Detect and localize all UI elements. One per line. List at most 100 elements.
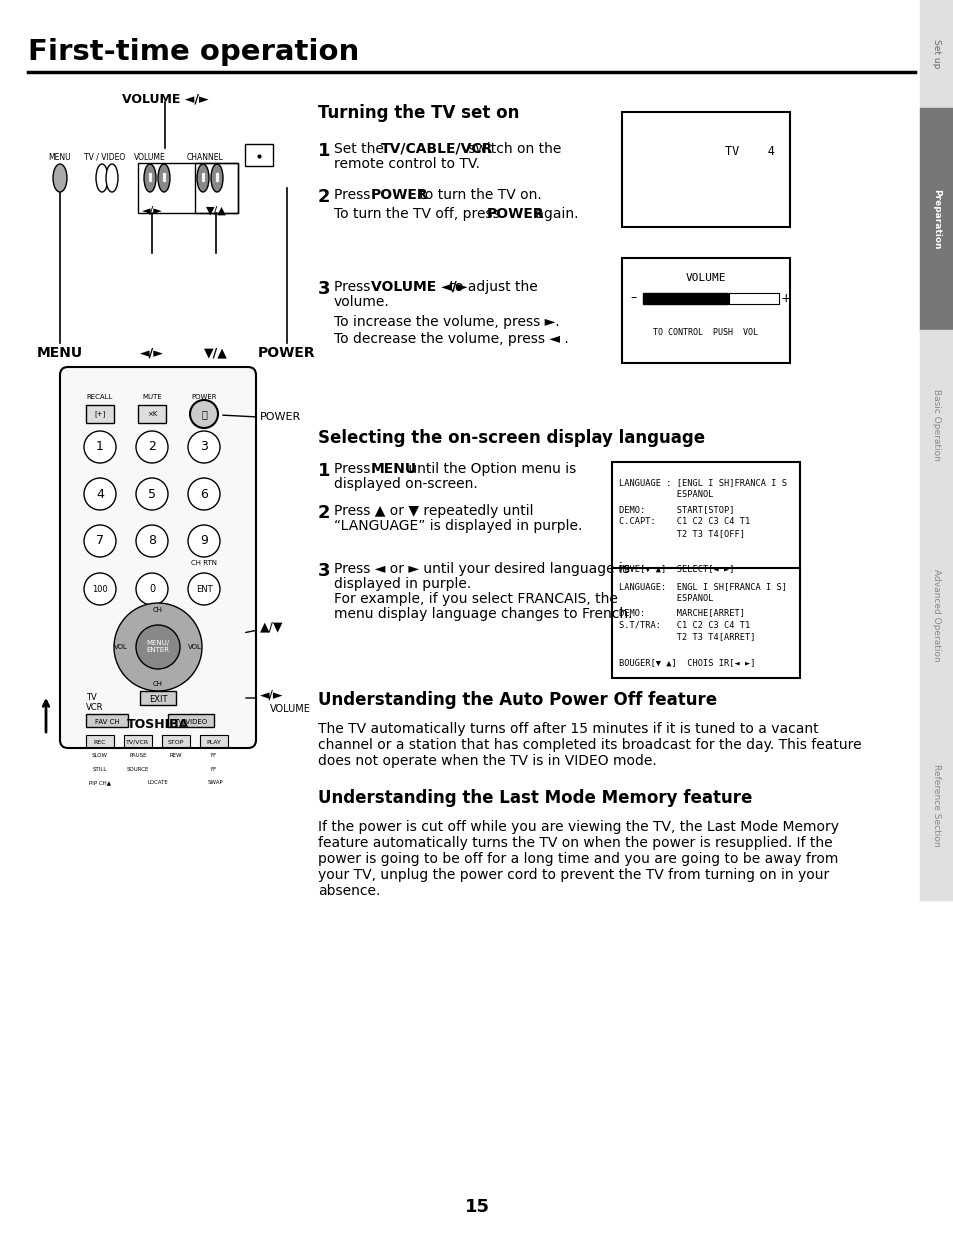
Text: Reference Section: Reference Section bbox=[931, 763, 941, 846]
Text: LANGUAGE:  ENGL I SH[FRANCA I S]: LANGUAGE: ENGL I SH[FRANCA I S] bbox=[618, 582, 786, 592]
Text: feature automatically turns the TV on when the power is resupplied. If the: feature automatically turns the TV on wh… bbox=[317, 836, 832, 850]
Text: 3: 3 bbox=[317, 562, 330, 580]
Text: C.CAPT:    C1 C2 C3 C4 T1: C.CAPT: C1 C2 C3 C4 T1 bbox=[618, 517, 749, 526]
Text: to turn the TV on.: to turn the TV on. bbox=[415, 188, 541, 203]
Text: VOL: VOL bbox=[188, 643, 202, 650]
Text: Set the: Set the bbox=[334, 142, 388, 156]
Text: 6: 6 bbox=[200, 488, 208, 500]
Text: ×K: ×K bbox=[147, 411, 157, 417]
Text: Press ◄ or ► until your desired language is: Press ◄ or ► until your desired language… bbox=[334, 562, 629, 576]
Text: power is going to be off for a long time and you are going to be away from: power is going to be off for a long time… bbox=[317, 852, 838, 866]
Text: S.T/TRA:   C1 C2 C3 C4 T1: S.T/TRA: C1 C2 C3 C4 T1 bbox=[618, 620, 749, 629]
Text: PLAY: PLAY bbox=[207, 740, 221, 745]
Text: BOUGER[▼ ▲]  CHOIS IR[◄ ►]: BOUGER[▼ ▲] CHOIS IR[◄ ►] bbox=[618, 658, 755, 667]
Text: 4: 4 bbox=[96, 488, 104, 500]
Text: 7: 7 bbox=[96, 535, 104, 547]
Text: If the power is cut off while you are viewing the TV, the Last Mode Memory: If the power is cut off while you are vi… bbox=[317, 820, 838, 834]
Text: FF: FF bbox=[211, 767, 217, 772]
Text: POWER: POWER bbox=[191, 394, 216, 400]
Text: absence.: absence. bbox=[317, 884, 380, 898]
Text: VOL: VOL bbox=[114, 643, 128, 650]
Text: TV / VIDEO: TV / VIDEO bbox=[84, 153, 126, 162]
Text: CH: CH bbox=[152, 606, 163, 613]
Text: remote control to TV.: remote control to TV. bbox=[334, 157, 479, 170]
Text: 1: 1 bbox=[317, 142, 330, 161]
Text: does not operate when the TV is in VIDEO mode.: does not operate when the TV is in VIDEO… bbox=[317, 755, 656, 768]
Text: 1: 1 bbox=[96, 441, 104, 453]
Text: again.: again. bbox=[531, 207, 578, 221]
Bar bbox=[124, 735, 152, 747]
Text: ◄/►: ◄/► bbox=[141, 206, 162, 216]
Text: ▼/▲: ▼/▲ bbox=[206, 206, 226, 216]
Circle shape bbox=[84, 525, 116, 557]
Bar bbox=[642, 293, 727, 304]
Text: T2 T3 T4[OFF]: T2 T3 T4[OFF] bbox=[618, 529, 744, 538]
Text: DEMO:      START[STOP]: DEMO: START[STOP] bbox=[618, 505, 734, 514]
Text: 9: 9 bbox=[200, 535, 208, 547]
Text: Press: Press bbox=[334, 462, 375, 475]
Text: until the Option menu is: until the Option menu is bbox=[403, 462, 576, 475]
Circle shape bbox=[136, 431, 168, 463]
Bar bbox=[162, 735, 190, 747]
Text: The TV automatically turns off after 15 minutes if it is tuned to a vacant: The TV automatically turns off after 15 … bbox=[317, 722, 818, 736]
Text: Understanding the Last Mode Memory feature: Understanding the Last Mode Memory featu… bbox=[317, 789, 752, 806]
Text: ◄/►: ◄/► bbox=[140, 346, 164, 359]
Text: POWER: POWER bbox=[260, 412, 301, 422]
Text: Press: Press bbox=[334, 280, 375, 294]
Ellipse shape bbox=[158, 164, 170, 191]
Text: 100: 100 bbox=[92, 584, 108, 594]
Text: to adjust the: to adjust the bbox=[444, 280, 537, 294]
Text: ▼/▲: ▼/▲ bbox=[204, 346, 228, 359]
Bar bbox=[168, 714, 213, 727]
Text: menu display language changes to French.: menu display language changes to French. bbox=[334, 606, 632, 621]
Text: EXIT: EXIT bbox=[149, 694, 167, 704]
Text: To decrease the volume, press ◄ .: To decrease the volume, press ◄ . bbox=[334, 332, 568, 346]
Text: RECALL: RECALL bbox=[87, 394, 113, 400]
Text: CH RTN: CH RTN bbox=[191, 559, 216, 566]
Bar bbox=[200, 735, 228, 747]
Circle shape bbox=[136, 625, 180, 669]
Ellipse shape bbox=[211, 164, 223, 191]
Text: Basic Operation: Basic Operation bbox=[931, 389, 941, 461]
Text: MENU: MENU bbox=[37, 346, 83, 359]
Text: TV/VCR: TV/VCR bbox=[127, 740, 150, 745]
Text: ESPANOL: ESPANOL bbox=[618, 594, 713, 603]
Circle shape bbox=[188, 525, 220, 557]
Text: displayed in purple.: displayed in purple. bbox=[334, 577, 471, 592]
Text: PAUSE: PAUSE bbox=[129, 753, 147, 758]
Text: STILL: STILL bbox=[92, 767, 107, 772]
Text: TV: TV bbox=[86, 693, 96, 701]
Ellipse shape bbox=[53, 164, 67, 191]
Text: Press ▲ or ▼ repeatedly until: Press ▲ or ▼ repeatedly until bbox=[334, 504, 533, 517]
Text: VOLUME: VOLUME bbox=[685, 273, 725, 283]
Text: FAV CH: FAV CH bbox=[94, 719, 119, 725]
Text: 2: 2 bbox=[148, 441, 155, 453]
Text: REW: REW bbox=[170, 753, 182, 758]
Text: MENU: MENU bbox=[49, 153, 71, 162]
Text: 1: 1 bbox=[317, 462, 330, 480]
Text: SLOW: SLOW bbox=[91, 753, 108, 758]
Text: DEMO:      MARCHE[ARRET]: DEMO: MARCHE[ARRET] bbox=[618, 608, 744, 618]
Text: your TV, unplug the power cord to prevent the TV from turning on in your: your TV, unplug the power cord to preven… bbox=[317, 868, 828, 882]
Bar bbox=[612, 462, 800, 600]
Text: +: + bbox=[781, 291, 791, 305]
Text: PIP CH▲: PIP CH▲ bbox=[89, 781, 111, 785]
Text: Press: Press bbox=[334, 188, 375, 203]
Bar bbox=[86, 714, 128, 727]
Bar bbox=[919, 520, 953, 710]
Text: ⓨ: ⓨ bbox=[201, 409, 207, 419]
Text: ESPANOL: ESPANOL bbox=[618, 490, 713, 499]
Bar bbox=[621, 258, 789, 363]
Text: [+]: [+] bbox=[94, 410, 106, 417]
Circle shape bbox=[84, 573, 116, 605]
Bar bbox=[728, 293, 779, 304]
Circle shape bbox=[188, 573, 220, 605]
Text: VOLUME ◄/►: VOLUME ◄/► bbox=[371, 280, 467, 294]
Text: POWER: POWER bbox=[258, 346, 315, 359]
Circle shape bbox=[190, 400, 218, 429]
Text: Set up: Set up bbox=[931, 40, 941, 69]
Bar bbox=[140, 692, 175, 705]
Text: LANGUAGE : [ENGL I SH]FRANCA I S: LANGUAGE : [ENGL I SH]FRANCA I S bbox=[618, 478, 786, 487]
Bar bbox=[86, 735, 113, 747]
Text: ▲/▼: ▲/▼ bbox=[260, 620, 283, 634]
